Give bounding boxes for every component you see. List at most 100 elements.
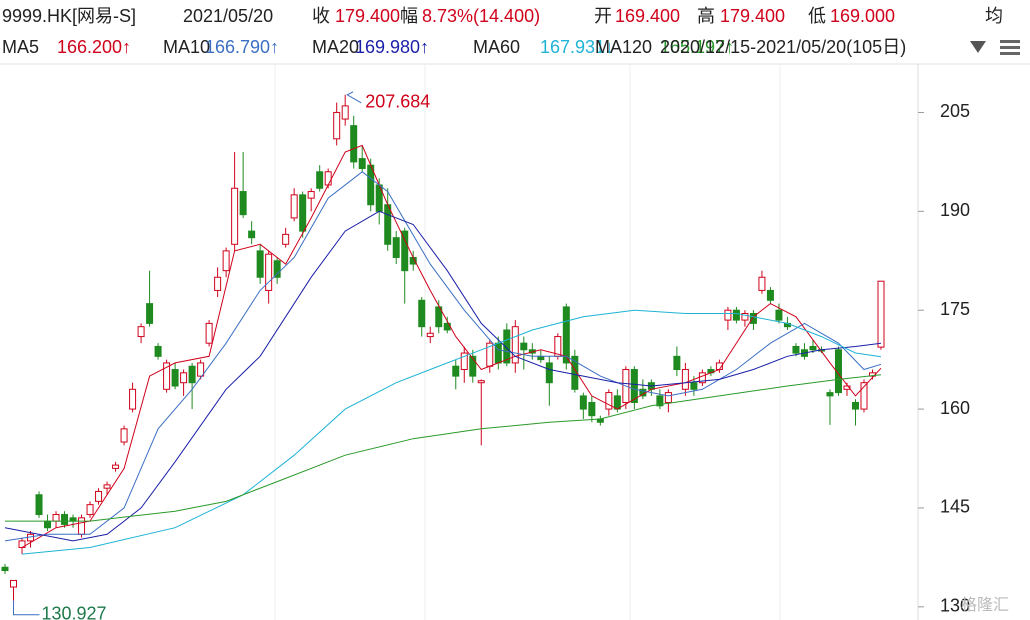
ma-line	[21, 309, 882, 555]
candle-body	[316, 171, 324, 189]
candle-body	[103, 484, 111, 489]
legend-label: MA5	[2, 37, 39, 57]
menu-bar	[1000, 46, 1020, 49]
candle-body	[188, 365, 196, 384]
legend-value: 165.197↑	[660, 37, 734, 57]
candle-body	[452, 365, 460, 377]
legend-label: MA10	[163, 37, 210, 57]
menu-bar	[1000, 40, 1020, 43]
quote-label: 均	[985, 6, 1003, 26]
candle-body	[588, 401, 596, 417]
candle-body	[358, 158, 366, 169]
candle-body	[851, 401, 859, 410]
candle-body	[571, 355, 579, 390]
candle-body	[537, 355, 545, 361]
candle-body	[282, 233, 290, 245]
candle-body	[545, 362, 553, 384]
candle-body	[732, 309, 740, 321]
candle-body	[724, 309, 732, 321]
candle-body	[520, 342, 528, 351]
candle-body	[248, 230, 256, 239]
candle-body	[503, 329, 511, 364]
legend-value: 166.790↑	[205, 37, 279, 57]
candle-body	[392, 237, 400, 258]
candle-body	[137, 326, 145, 338]
candle-body	[154, 345, 162, 357]
menu-icon[interactable]	[1000, 40, 1020, 55]
candle-body	[775, 309, 783, 321]
min-pointer	[13, 600, 40, 616]
candle-body	[426, 332, 434, 338]
candle-body	[690, 382, 698, 390]
candle-body	[656, 395, 664, 407]
dropdown-icon[interactable]	[970, 41, 986, 53]
min-label: 130.927	[42, 603, 107, 620]
candle-body	[290, 194, 298, 219]
legend-label: MA60	[473, 37, 520, 57]
quote-value: 179.400	[335, 6, 400, 26]
quote-value: 8.73%(14.400)	[422, 6, 540, 26]
candle-body	[231, 187, 239, 245]
max-label: 207.684	[365, 92, 430, 112]
menu-bar	[1000, 52, 1020, 55]
candle-body	[222, 250, 230, 272]
candle-body	[256, 250, 264, 278]
y-tick-label: 205	[940, 101, 970, 121]
ma-line	[5, 374, 882, 522]
candle-body	[860, 382, 868, 410]
candle-body	[120, 428, 128, 443]
candle-body	[843, 385, 851, 390]
candle-body	[826, 392, 834, 397]
candle-body	[384, 204, 392, 245]
candle-body	[52, 514, 60, 522]
candle-body	[180, 372, 188, 384]
candle-body	[579, 395, 587, 410]
candle-body	[834, 349, 842, 394]
ma-line	[21, 144, 882, 548]
candle-body	[146, 303, 154, 324]
candle-body	[10, 579, 18, 588]
candle-body	[163, 362, 171, 390]
y-tick-label: 145	[940, 497, 970, 517]
legend-label: MA20	[312, 37, 359, 57]
max-pointer	[346, 91, 362, 104]
quote-label: 收	[312, 6, 330, 26]
candle-body	[324, 171, 332, 186]
candle-body	[809, 345, 817, 351]
candle-body	[792, 345, 800, 354]
candle-body	[273, 260, 281, 278]
candle-body	[239, 191, 247, 216]
candle-body	[494, 342, 502, 364]
candle-body	[35, 494, 43, 516]
legend-value: 167.931↓	[540, 37, 614, 57]
candle-body	[605, 392, 613, 410]
candle-body	[86, 504, 94, 516]
date: 2021/05/20	[183, 6, 273, 26]
legend-value: 169.980↑	[355, 37, 429, 57]
quote-label: 低	[808, 6, 826, 26]
candle-body	[477, 380, 485, 384]
candle-body	[95, 490, 103, 502]
candle-body	[112, 464, 120, 469]
candle-body	[758, 276, 766, 291]
candle-body	[511, 326, 519, 364]
candle-body	[299, 194, 307, 232]
quote-value: 169.000	[830, 6, 895, 26]
candle-body	[197, 362, 205, 377]
candle-body	[630, 369, 638, 403]
candle-body	[741, 312, 749, 321]
legend-value: 166.200↑	[57, 37, 131, 57]
candle-body	[877, 280, 885, 348]
candle-body	[418, 299, 426, 328]
candle-body	[1, 566, 9, 572]
candle-body	[307, 191, 315, 199]
range-label: 2020/12/15-2021/05/20(105日)	[660, 37, 906, 57]
candle-body	[562, 306, 570, 364]
ticker: 9999.HK[网易-S]	[2, 6, 136, 26]
y-tick-label: 190	[940, 200, 970, 220]
quote-value: 169.400	[615, 6, 680, 26]
y-tick-label: 130	[940, 596, 970, 616]
ma-line	[4, 210, 882, 542]
